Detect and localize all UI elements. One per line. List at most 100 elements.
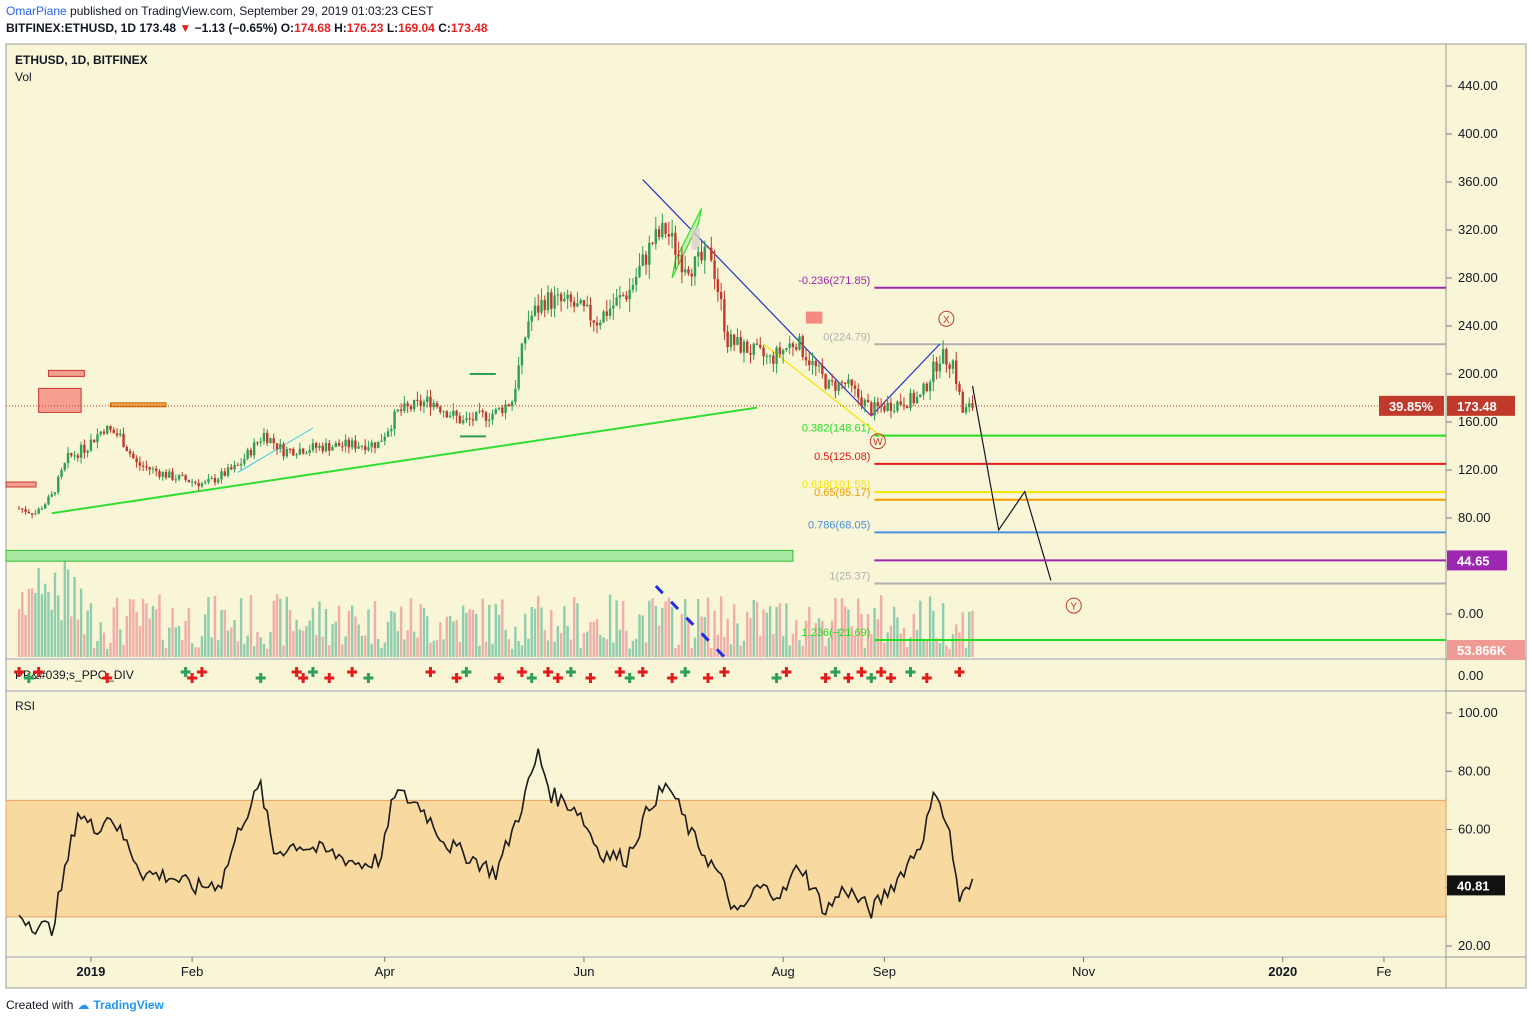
candle-body [971, 403, 974, 408]
volume-bar [948, 648, 951, 657]
candle-body [259, 441, 262, 443]
candle-body [380, 440, 383, 442]
orange-box [109, 402, 167, 408]
signal-plus-v [569, 667, 573, 677]
candle-body [399, 409, 403, 412]
volume-bar [275, 594, 279, 657]
candle-body [746, 341, 749, 353]
volume-bar [866, 613, 870, 657]
wave-label: W [873, 437, 883, 448]
supply-box-small [47, 369, 85, 377]
volume-bar [654, 605, 657, 657]
candle-body [853, 385, 857, 389]
signal-plus-v [588, 673, 592, 683]
signal-plus-v [879, 667, 883, 677]
candle-body [390, 429, 393, 432]
candle-body [86, 450, 89, 453]
volume-bar [50, 609, 53, 657]
candle-body [670, 232, 674, 237]
volume-bar [729, 644, 733, 657]
volume-bar [540, 607, 543, 657]
volume-badge [1447, 640, 1525, 660]
candle-body [138, 462, 142, 466]
candle-body [256, 442, 259, 444]
candle-body [406, 403, 409, 407]
volume-bar [363, 635, 367, 657]
volume-bar [759, 635, 762, 657]
wave-label: X [943, 315, 950, 326]
volume-bar [315, 634, 318, 657]
candle-body [57, 476, 60, 493]
candle-body [373, 442, 377, 449]
volume-bar [412, 631, 416, 657]
price-badges: 39.85% 173.48 44.65 53.866K 40.81 [1379, 395, 1525, 896]
candle-body [488, 419, 491, 421]
volume-bar [70, 616, 73, 657]
candle-body [543, 299, 546, 311]
candle-body [612, 305, 615, 309]
candle-body [308, 450, 311, 453]
volume-bar [491, 643, 494, 657]
candle-body [106, 425, 109, 434]
volume-bar [220, 610, 223, 657]
candle-body [955, 360, 958, 384]
time-tick-label: Jun [573, 964, 594, 979]
volume-bar [537, 595, 540, 657]
candle-body [210, 477, 213, 480]
candle-body [30, 513, 34, 515]
volume-bar [870, 634, 873, 657]
tradingview-brand[interactable]: TradingView [93, 998, 164, 1012]
drawings[interactable]: X W Y [5, 179, 1446, 614]
author-link[interactable]: OmarPiane [6, 4, 67, 18]
volume-bar [533, 608, 537, 657]
price-axis[interactable]: 0.0040.0080.00120.00160.00200.00240.0028… [1446, 78, 1498, 683]
volume-bar [475, 613, 478, 657]
volume-bar [556, 625, 560, 657]
indicator-label: PP&#039;s_PPO_DIV [15, 668, 134, 682]
volume-bar [592, 621, 595, 657]
candle-body [226, 467, 230, 476]
candle-body [517, 365, 520, 389]
volume-bar [608, 594, 612, 657]
volume-bar [830, 620, 834, 657]
candle-body [497, 407, 501, 410]
flag-box [691, 227, 700, 250]
candle-body [889, 402, 893, 411]
signal-plus-v [27, 673, 31, 683]
volume-bar [429, 642, 432, 657]
candle-body [592, 320, 595, 323]
volume-bar [732, 604, 736, 657]
rsi-tick-label: 60.00 [1458, 822, 1491, 837]
candle-body [749, 352, 752, 355]
volume-bar [928, 596, 932, 657]
candle-body [821, 365, 824, 375]
candle-body [824, 374, 827, 389]
candle-body [896, 401, 899, 411]
rsi-badge [1447, 875, 1505, 896]
volume-bar [158, 594, 161, 657]
candle-body [262, 432, 266, 442]
candle-body [292, 449, 295, 456]
time-tick-label: Nov [1072, 964, 1096, 979]
candle-body [752, 343, 755, 355]
fibonacci-levels[interactable]: -0.236(271.85) 0(224.79) 0.382(148.61) 0.5(… [798, 275, 1446, 642]
volume-bar [497, 614, 501, 657]
candle-body [115, 433, 119, 436]
volume-bar [811, 635, 814, 657]
volume-bar [367, 609, 370, 657]
volume-bar [827, 637, 831, 657]
signal-plus-v [350, 667, 354, 677]
time-axis[interactable]: 2019 Feb Apr Jun Aug Sep Nov 2020 Fe [76, 957, 1392, 979]
candle-body [181, 475, 184, 477]
volume-bar [125, 615, 129, 657]
volume-bar [670, 606, 674, 657]
candle-body [24, 509, 27, 512]
signal-plus-v [17, 667, 21, 677]
candle-body [654, 229, 657, 244]
candle-body [491, 413, 494, 420]
candle-body [190, 481, 194, 483]
volume-bar [298, 629, 302, 657]
signal-plus-v [722, 667, 726, 677]
candle-body [621, 295, 625, 297]
